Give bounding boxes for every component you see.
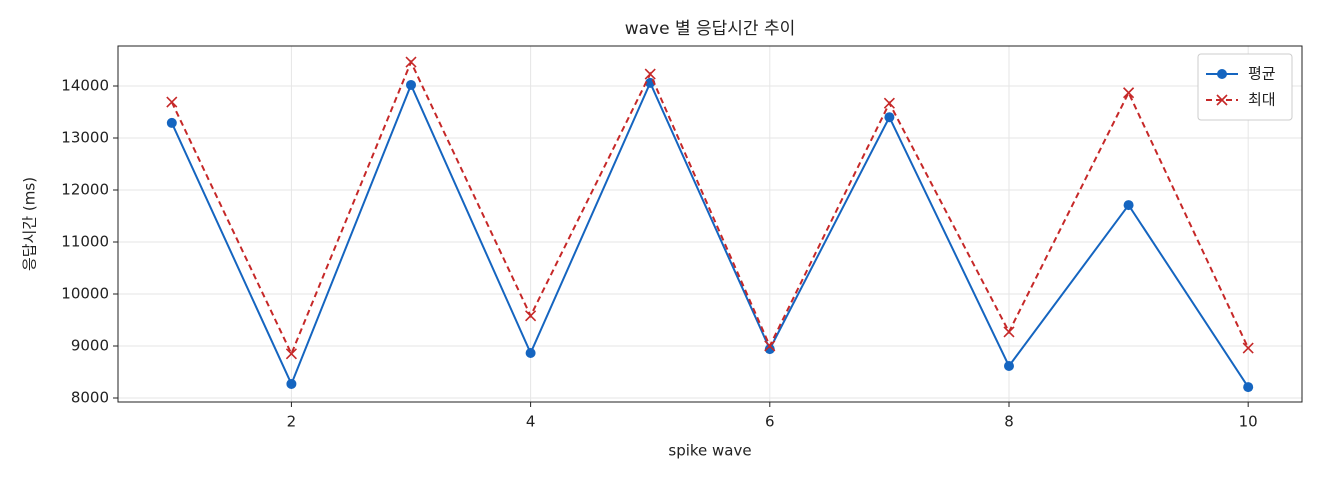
x-tick-label: 6 [765,413,775,431]
legend-label: 최대 [1248,91,1276,109]
series-line [170,80,1250,388]
marker [1242,342,1254,354]
y-tick-label: 12000 [61,180,109,198]
marker [406,79,417,90]
legend-marker [1216,94,1228,106]
chart-title: wave 별 응답시간 추이 [625,19,796,39]
x-tick-label: 4 [526,413,536,431]
x-axis-label: spike wave [668,442,751,460]
legend-marker [1217,69,1227,79]
marker [1003,326,1015,338]
x-tick-label: 2 [287,413,297,431]
marker [525,310,537,322]
y-tick-label: 10000 [61,284,109,302]
marker [525,348,536,359]
series-line [170,59,1250,357]
legend-label: 평균 [1248,65,1276,83]
marker [285,348,297,360]
marker [1003,361,1014,372]
marker [764,344,775,355]
marker [286,378,297,389]
marker [883,97,895,109]
y-tick-label: 9000 [71,336,109,354]
legend-box [1197,53,1293,121]
plot-frame [117,45,1303,403]
marker [166,117,177,128]
marker [884,112,895,123]
marker [644,68,656,80]
marker [166,96,178,108]
y-tick-label: 13000 [61,128,109,146]
y-tick-label: 8000 [71,388,109,406]
y-tick-label: 14000 [61,76,109,94]
x-tick-label: 10 [1239,413,1258,431]
x-tick-label: 8 [1004,413,1014,431]
y-axis-label: 응답시간 (ms) [21,177,39,271]
y-tick-label: 11000 [61,232,109,250]
marker [1123,87,1135,99]
marker [405,56,417,68]
marker [764,340,776,352]
marker [1243,382,1254,393]
marker [1123,200,1134,211]
